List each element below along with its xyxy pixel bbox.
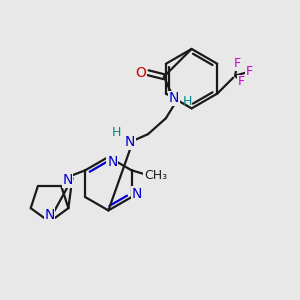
Text: F: F: [234, 57, 241, 70]
Text: N: N: [107, 155, 118, 169]
Text: N: N: [125, 135, 135, 149]
Text: N: N: [131, 187, 142, 201]
Text: N: N: [62, 173, 73, 187]
Text: F: F: [238, 75, 245, 88]
Text: N: N: [169, 92, 179, 106]
Text: O: O: [136, 66, 146, 80]
Text: H: H: [183, 95, 192, 108]
Text: N: N: [44, 208, 55, 222]
Text: F: F: [245, 65, 253, 78]
Text: H: H: [112, 126, 121, 139]
Text: CH₃: CH₃: [144, 169, 167, 182]
